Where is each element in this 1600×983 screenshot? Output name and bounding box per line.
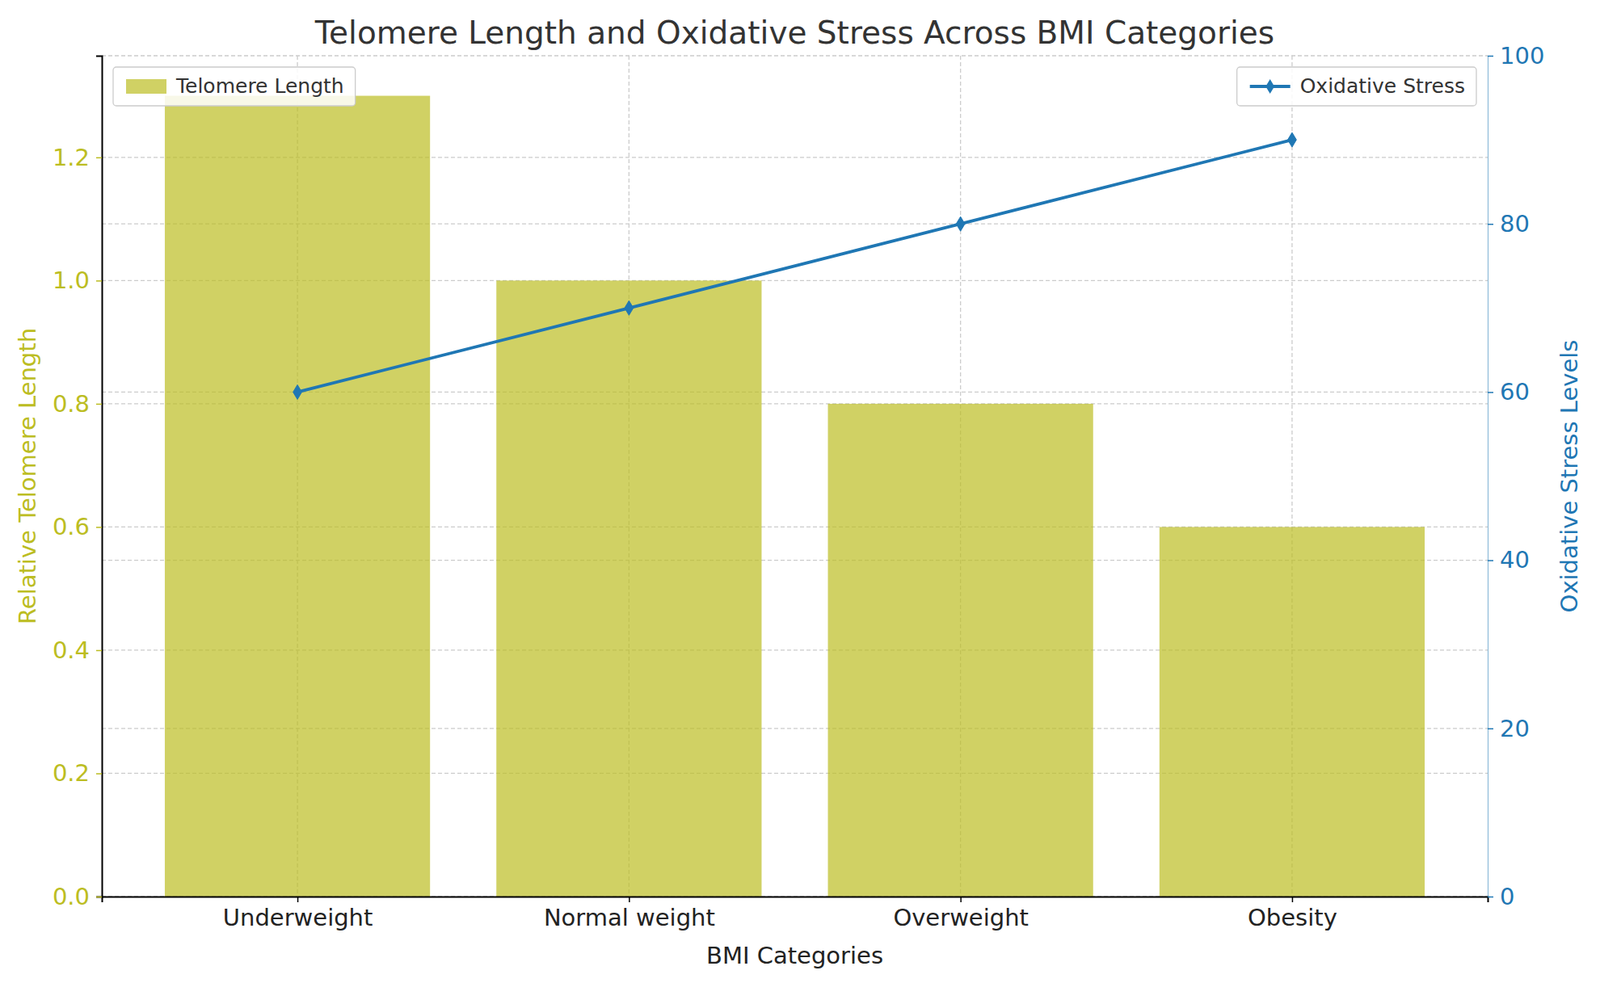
- tick-label: 0.2: [52, 759, 90, 788]
- bar: [496, 280, 762, 897]
- tick-label: 80: [1499, 210, 1530, 238]
- tick: 0.8: [52, 390, 102, 418]
- axis-line: [102, 897, 1489, 904]
- tick: Overweight: [892, 896, 1029, 932]
- tick-mark: [1487, 560, 1494, 562]
- tick-mark: [628, 896, 631, 903]
- tick-mark: [96, 280, 102, 283]
- legend-box: [113, 67, 356, 106]
- tick: Normal weight: [543, 896, 716, 932]
- tick-mark: [96, 896, 102, 899]
- legend-label: Oxidative Stress: [1300, 74, 1466, 98]
- tick-label: Overweight: [892, 904, 1029, 932]
- tick: 0.6: [52, 513, 102, 541]
- tick-label: Obesity: [1247, 904, 1338, 932]
- legend: Oxidative Stress: [1237, 67, 1477, 106]
- grid: [101, 55, 1488, 897]
- tick: 0.2: [52, 759, 102, 788]
- tick-label: 1.0: [52, 266, 90, 295]
- tick-label: 60: [1499, 378, 1530, 406]
- tick-mark: [1487, 728, 1494, 731]
- tick-mark: [960, 896, 962, 903]
- legend: Telomere Length: [113, 67, 356, 106]
- tick-label: 20: [1499, 715, 1530, 743]
- tick-mark: [96, 773, 102, 775]
- tick-mark: [96, 526, 102, 529]
- marker: [1288, 132, 1297, 148]
- tick-label: 1.2: [52, 143, 90, 172]
- tick: 0.0: [52, 883, 102, 911]
- tick: 80: [1487, 210, 1530, 238]
- bar: [1159, 526, 1425, 897]
- bar: [828, 404, 1094, 897]
- marker: [624, 300, 634, 316]
- marker: [955, 216, 965, 232]
- tick-mark: [1487, 896, 1494, 899]
- tick: 1.0: [52, 266, 102, 295]
- x-axis: Underweight Normal weight Overweight Obesit…: [102, 896, 1489, 932]
- tick-mark: [1487, 223, 1494, 226]
- tick: 20: [1487, 715, 1530, 743]
- tick-mark: [96, 157, 102, 160]
- tick-label: 0.8: [52, 390, 90, 418]
- bar: [164, 96, 430, 897]
- tick: 0.4: [52, 636, 102, 665]
- tick-label: 0.0: [52, 883, 90, 911]
- y2-axis: 0 20 40 60 80 100: [1487, 42, 1545, 911]
- axis-line: [1488, 56, 1495, 898]
- grid-line: [101, 54, 1488, 56]
- tick-label: 0.4: [52, 636, 90, 665]
- tick-mark: [96, 650, 102, 653]
- legend-label: Telomere Length: [175, 74, 345, 98]
- tick-label: 0.6: [52, 513, 90, 541]
- tick: Underweight: [223, 896, 374, 932]
- tick-mark: [1292, 896, 1294, 903]
- tick: 60: [1487, 378, 1530, 406]
- y2-axis-title: Oxidative Stress Levels: [1555, 340, 1584, 614]
- tick: 0: [1487, 883, 1515, 911]
- legend-marker: [1265, 79, 1275, 94]
- axis-line: [96, 56, 103, 898]
- marks: [164, 96, 1425, 897]
- x-axis-title: BMI Categories: [706, 942, 884, 970]
- y-axis-title: Relative Telomere Length: [13, 328, 42, 625]
- marker: [293, 384, 303, 400]
- tick-mark: [297, 896, 299, 903]
- legend-swatch: [126, 79, 167, 94]
- legend-box: [1237, 67, 1477, 106]
- tick-mark: [96, 404, 102, 406]
- tick-label: 100: [1499, 42, 1545, 70]
- tick: 1.2: [52, 143, 102, 172]
- tick-mark: [1487, 55, 1494, 58]
- line: [297, 139, 1293, 392]
- tick: Obesity: [1247, 896, 1338, 932]
- plot: Underweight Normal weight Overweight Obesit…: [52, 42, 1545, 932]
- tick-label: Normal weight: [543, 904, 716, 932]
- tick: 40: [1487, 546, 1530, 574]
- title: Telomere Length and Oxidative Stress Acr…: [314, 14, 1275, 51]
- chart: Underweight Normal weight Overweight Obesit…: [0, 0, 1600, 983]
- tick-mark: [1487, 391, 1494, 394]
- tick: 100: [1487, 42, 1545, 70]
- tick-label: 40: [1499, 546, 1530, 574]
- tick-label: 0: [1499, 883, 1515, 911]
- y-axis: 0.0 0.2 0.4 0.6 0.8 1.0 1.2: [52, 56, 103, 911]
- tick-label: Underweight: [223, 904, 374, 932]
